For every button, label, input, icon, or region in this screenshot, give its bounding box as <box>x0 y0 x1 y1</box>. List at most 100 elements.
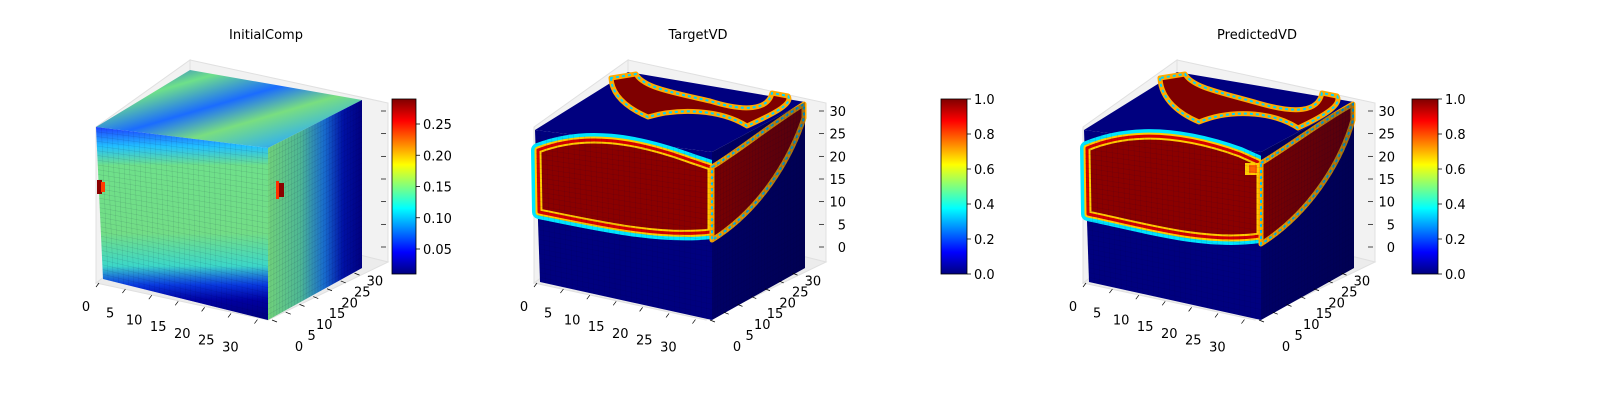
x-tick-label: 30 <box>660 340 677 355</box>
x-tick-label: 0 <box>82 300 90 315</box>
colorbar-tick-label: 0.25 <box>423 118 452 133</box>
colorbar-tick-label: 0.2 <box>974 233 995 248</box>
y-tick-mark <box>326 288 333 292</box>
colorbar-tick-label: 0.05 <box>423 243 452 258</box>
x-tick-label: 30 <box>1209 340 1226 355</box>
z-tick-label: 5 <box>838 218 846 233</box>
voxel-top-pattern-3 <box>1157 71 1341 131</box>
z-tick-label: 20 <box>829 150 846 165</box>
colorbar-tick-label: 1.0 <box>974 93 995 108</box>
z-tick-label: 15 <box>829 173 846 188</box>
colorbar-tick-label: 0.0 <box>974 268 995 283</box>
voxel-side-overlay-2 <box>712 102 805 320</box>
y-tick-label: 25 <box>1341 285 1358 300</box>
colorbar-gradient-1 <box>391 98 417 275</box>
hotspot-right-1 <box>276 181 284 199</box>
x-tick-mark <box>639 307 643 312</box>
y-tick-mark <box>340 280 346 284</box>
y-tick-mark <box>709 319 716 323</box>
y-tick-mark <box>299 304 305 307</box>
x-tick-mark <box>201 307 205 312</box>
x-tick-label: 0 <box>1069 300 1077 315</box>
y-tick-label: 25 <box>792 285 809 300</box>
y-tick-mark <box>1286 304 1292 307</box>
y-tick-label: 30 <box>1354 274 1371 289</box>
y-tick-label: 15 <box>329 307 346 322</box>
x-tick-label: 25 <box>198 334 215 349</box>
x-tick-mark <box>533 282 538 288</box>
y-tick-mark <box>1313 288 1320 292</box>
colorbar-tick-label: 0.6 <box>974 163 995 178</box>
colorbar-ticks-1: 0.05 0.10 0.15 0.20 0.25 <box>416 118 452 258</box>
x-axis-ticks-1: 0 5 10 15 20 25 30 <box>82 282 258 355</box>
z-axis-ticks-2: 0 5 10 15 20 25 30 <box>819 105 846 256</box>
colorbar-tick-label: 0.2 <box>1445 233 1466 248</box>
y-tick-label: 15 <box>1316 307 1333 322</box>
x-tick-mark <box>174 301 179 306</box>
z-axis-ticks-3: 0 5 10 15 20 25 30 <box>1368 105 1395 256</box>
x-tick-label: 20 <box>612 327 629 342</box>
z-tick-label: 10 <box>829 196 846 211</box>
z-tick-label: 0 <box>1387 241 1395 256</box>
x-tick-label: 5 <box>544 307 552 322</box>
y-tick-label: 5 <box>1295 329 1303 344</box>
y-tick-label: 0 <box>1282 340 1290 355</box>
colorbar-1: 0.05 0.10 0.15 0.20 0.25 <box>391 98 452 275</box>
voxel-face-top-1 <box>96 70 362 148</box>
y-tick-label: 20 <box>779 296 796 311</box>
chart-title-2: TargetVD <box>667 28 727 43</box>
y-tick-mark <box>764 288 771 292</box>
x-tick-label: 10 <box>126 313 143 328</box>
colorbar-tick-label: 0.4 <box>974 198 995 213</box>
x-axis-ticks-3: 0 5 10 15 20 25 30 <box>1069 282 1245 355</box>
z-tick-label: 5 <box>1387 218 1395 233</box>
x-tick-label: 5 <box>106 307 114 322</box>
colorbar-gradient-3 <box>1411 98 1439 275</box>
colorbar-tick-label: 0.10 <box>423 212 452 227</box>
colorbar-tick-label: 0.8 <box>1445 128 1466 143</box>
voxel-grid-3 <box>1084 103 1355 319</box>
z-tick-label: 10 <box>1378 196 1395 211</box>
x-tick-mark <box>1135 294 1140 300</box>
colorbar-tick-label: 0.4 <box>1445 198 1466 213</box>
x-tick-label: 25 <box>1185 334 1202 349</box>
y-tick-mark <box>1327 280 1333 284</box>
z-tick-label: 20 <box>1378 150 1395 165</box>
colorbar-ticks-2: 0.0 0.2 0.4 0.6 0.8 1.0 <box>967 93 995 283</box>
hotspot-left-1 <box>97 180 105 194</box>
voxel-top-pattern-2 <box>608 71 792 129</box>
x-tick-label: 15 <box>1137 320 1154 335</box>
x-tick-label: 15 <box>588 320 605 335</box>
chart-title-1: InitialComp <box>229 28 303 43</box>
x-tick-mark <box>612 301 617 306</box>
x-tick-mark <box>1109 288 1113 294</box>
y-tick-mark <box>1341 272 1347 276</box>
y-tick-label: 10 <box>316 318 333 333</box>
colorbar-tick-label: 0.6 <box>1445 163 1466 178</box>
y-tick-mark <box>313 296 319 299</box>
x-tick-mark <box>560 288 564 294</box>
y-tick-mark <box>737 304 743 307</box>
x-tick-label: 10 <box>564 313 581 328</box>
y-tick-label: 25 <box>354 285 371 300</box>
x-tick-label: 0 <box>520 300 528 315</box>
colorbar-tick-label: 0.15 <box>423 181 452 196</box>
x-axis-ticks-2: 0 5 10 15 20 25 30 <box>520 282 696 355</box>
chart-title-3: PredictedVD <box>1217 28 1297 43</box>
z-tick-label: 25 <box>1378 128 1395 143</box>
x-tick-label: 10 <box>1113 313 1130 328</box>
x-tick-label: 25 <box>636 334 653 349</box>
x-tick-mark <box>692 319 696 324</box>
y-tick-mark <box>271 319 278 323</box>
z-tick-label: 15 <box>1378 173 1395 188</box>
y-tick-mark <box>792 272 798 276</box>
x-tick-mark <box>227 313 232 318</box>
z-tick-label: 30 <box>1378 105 1395 120</box>
x-tick-label: 20 <box>174 327 191 342</box>
colorbar-tick-label: 0.20 <box>423 149 452 164</box>
